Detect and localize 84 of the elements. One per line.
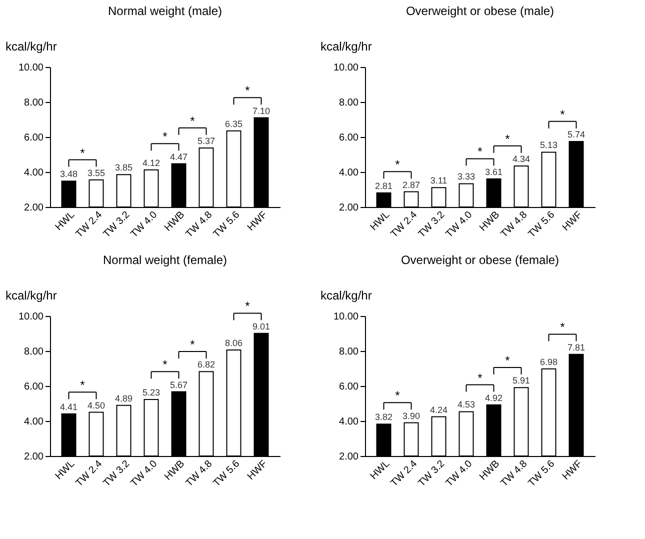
y-tick-label: 4.00 [339, 416, 359, 428]
y-tick-label: 2.00 [339, 452, 359, 462]
y-tick-label: 6.00 [339, 132, 359, 144]
data-label: 4.53 [457, 400, 476, 410]
data-label: 5.74 [567, 130, 586, 140]
y-tick-label: 8.00 [24, 346, 44, 358]
annotation: * [80, 146, 86, 160]
data-label: 4.89 [114, 393, 133, 404]
annotation: * [245, 84, 250, 98]
annotation: * [162, 130, 168, 144]
annotation: * [190, 338, 196, 352]
x-tick-label: TW 4.0 [128, 458, 160, 490]
chart-title: Overweight or obese (female) [400, 253, 560, 267]
x-tick-label: TW 4.0 [444, 209, 475, 240]
y-axis-title: kcal/kg/hr [320, 40, 372, 54]
data-label: 3.33 [457, 172, 476, 182]
chart-title: Normal weight (female) [102, 253, 228, 267]
y-tick-label: 10.00 [333, 62, 359, 74]
data-label: 5.23 [142, 387, 160, 398]
data-label: 4.92 [484, 392, 503, 403]
data-label: 3.48 [60, 169, 78, 180]
data-label: 4.24 [430, 404, 448, 415]
data-label: 5.37 [197, 136, 216, 146]
data-label: 4.41 [60, 402, 78, 412]
chart-title: Overweight or obese (male) [406, 4, 554, 18]
y-tick-label: 6.00 [24, 132, 44, 144]
data-label: 3.61 [484, 166, 503, 177]
y-tick-label: 8.00 [339, 98, 359, 108]
annotation: * [80, 378, 86, 392]
annotation: * [190, 114, 196, 128]
y-axis-title: kcal/kg/hr [320, 288, 372, 302]
y-tick-label: 2.00 [24, 452, 44, 462]
x-tick-label: TW 4.0 [444, 458, 475, 490]
annotation: * [560, 107, 566, 122]
y-tick-label: 4.00 [339, 168, 359, 178]
y-tick-label: 8.00 [24, 98, 44, 108]
chart-title: Normal weight (male) [108, 4, 222, 18]
data-label: 8.06 [224, 338, 243, 348]
y-tick-label: 10.00 [333, 312, 359, 322]
y-tick-label: 10.00 [18, 62, 44, 74]
annotation: * [395, 388, 400, 403]
x-tick-label: TW 5.6 [526, 209, 558, 240]
data-label: 5.67 [170, 380, 188, 390]
data-label: 2.87 [402, 180, 420, 190]
annotation: * [478, 370, 483, 385]
x-tick-label: TW 5.6 [211, 209, 242, 240]
annotation: * [162, 358, 168, 372]
annotation: * [395, 158, 400, 172]
x-tick-label: TW 5.6 [526, 458, 558, 490]
y-tick-label: 10.00 [18, 312, 44, 322]
annotation: * [505, 353, 510, 368]
data-label: 5.91 [512, 376, 530, 386]
x-tick-label: TW 5.6 [211, 458, 242, 490]
annotation: * [478, 144, 483, 159]
data-label: 4.50 [87, 400, 106, 410]
data-label: 6.82 [197, 360, 216, 370]
y-axis-title: kcal/kg/hr [6, 288, 57, 302]
data-label: 3.82 [374, 412, 393, 422]
data-label: 5.13 [540, 140, 558, 150]
y-axis-title: kcal/kg/hr [6, 40, 57, 54]
annotation: * [245, 299, 250, 314]
y-tick-label: 2.00 [339, 202, 359, 214]
y-tick-label: 4.00 [24, 168, 44, 178]
data-label: 4.12 [142, 158, 160, 168]
data-label: 2.81 [374, 180, 393, 191]
data-label: 4.34 [512, 154, 530, 164]
data-label: 3.11 [430, 176, 448, 186]
data-label: 9.01 [252, 321, 270, 332]
annotation: * [560, 320, 566, 334]
data-label: 6.98 [540, 356, 558, 367]
data-label: 3.55 [87, 168, 106, 178]
data-label: 3.90 [402, 410, 420, 421]
y-tick-label: 2.00 [24, 202, 44, 214]
y-tick-label: 8.00 [339, 346, 359, 358]
data-label: 7.81 [567, 342, 586, 352]
data-label: 4.47 [170, 152, 188, 162]
data-label: 3.85 [114, 162, 133, 173]
annotation: * [505, 132, 510, 146]
y-tick-label: 6.00 [339, 382, 359, 392]
data-label: 6.35 [224, 118, 243, 129]
data-label: 7.10 [252, 106, 270, 116]
x-tick-label: TW 4.0 [128, 209, 160, 240]
y-tick-label: 6.00 [24, 382, 44, 392]
y-tick-label: 4.00 [24, 416, 44, 428]
